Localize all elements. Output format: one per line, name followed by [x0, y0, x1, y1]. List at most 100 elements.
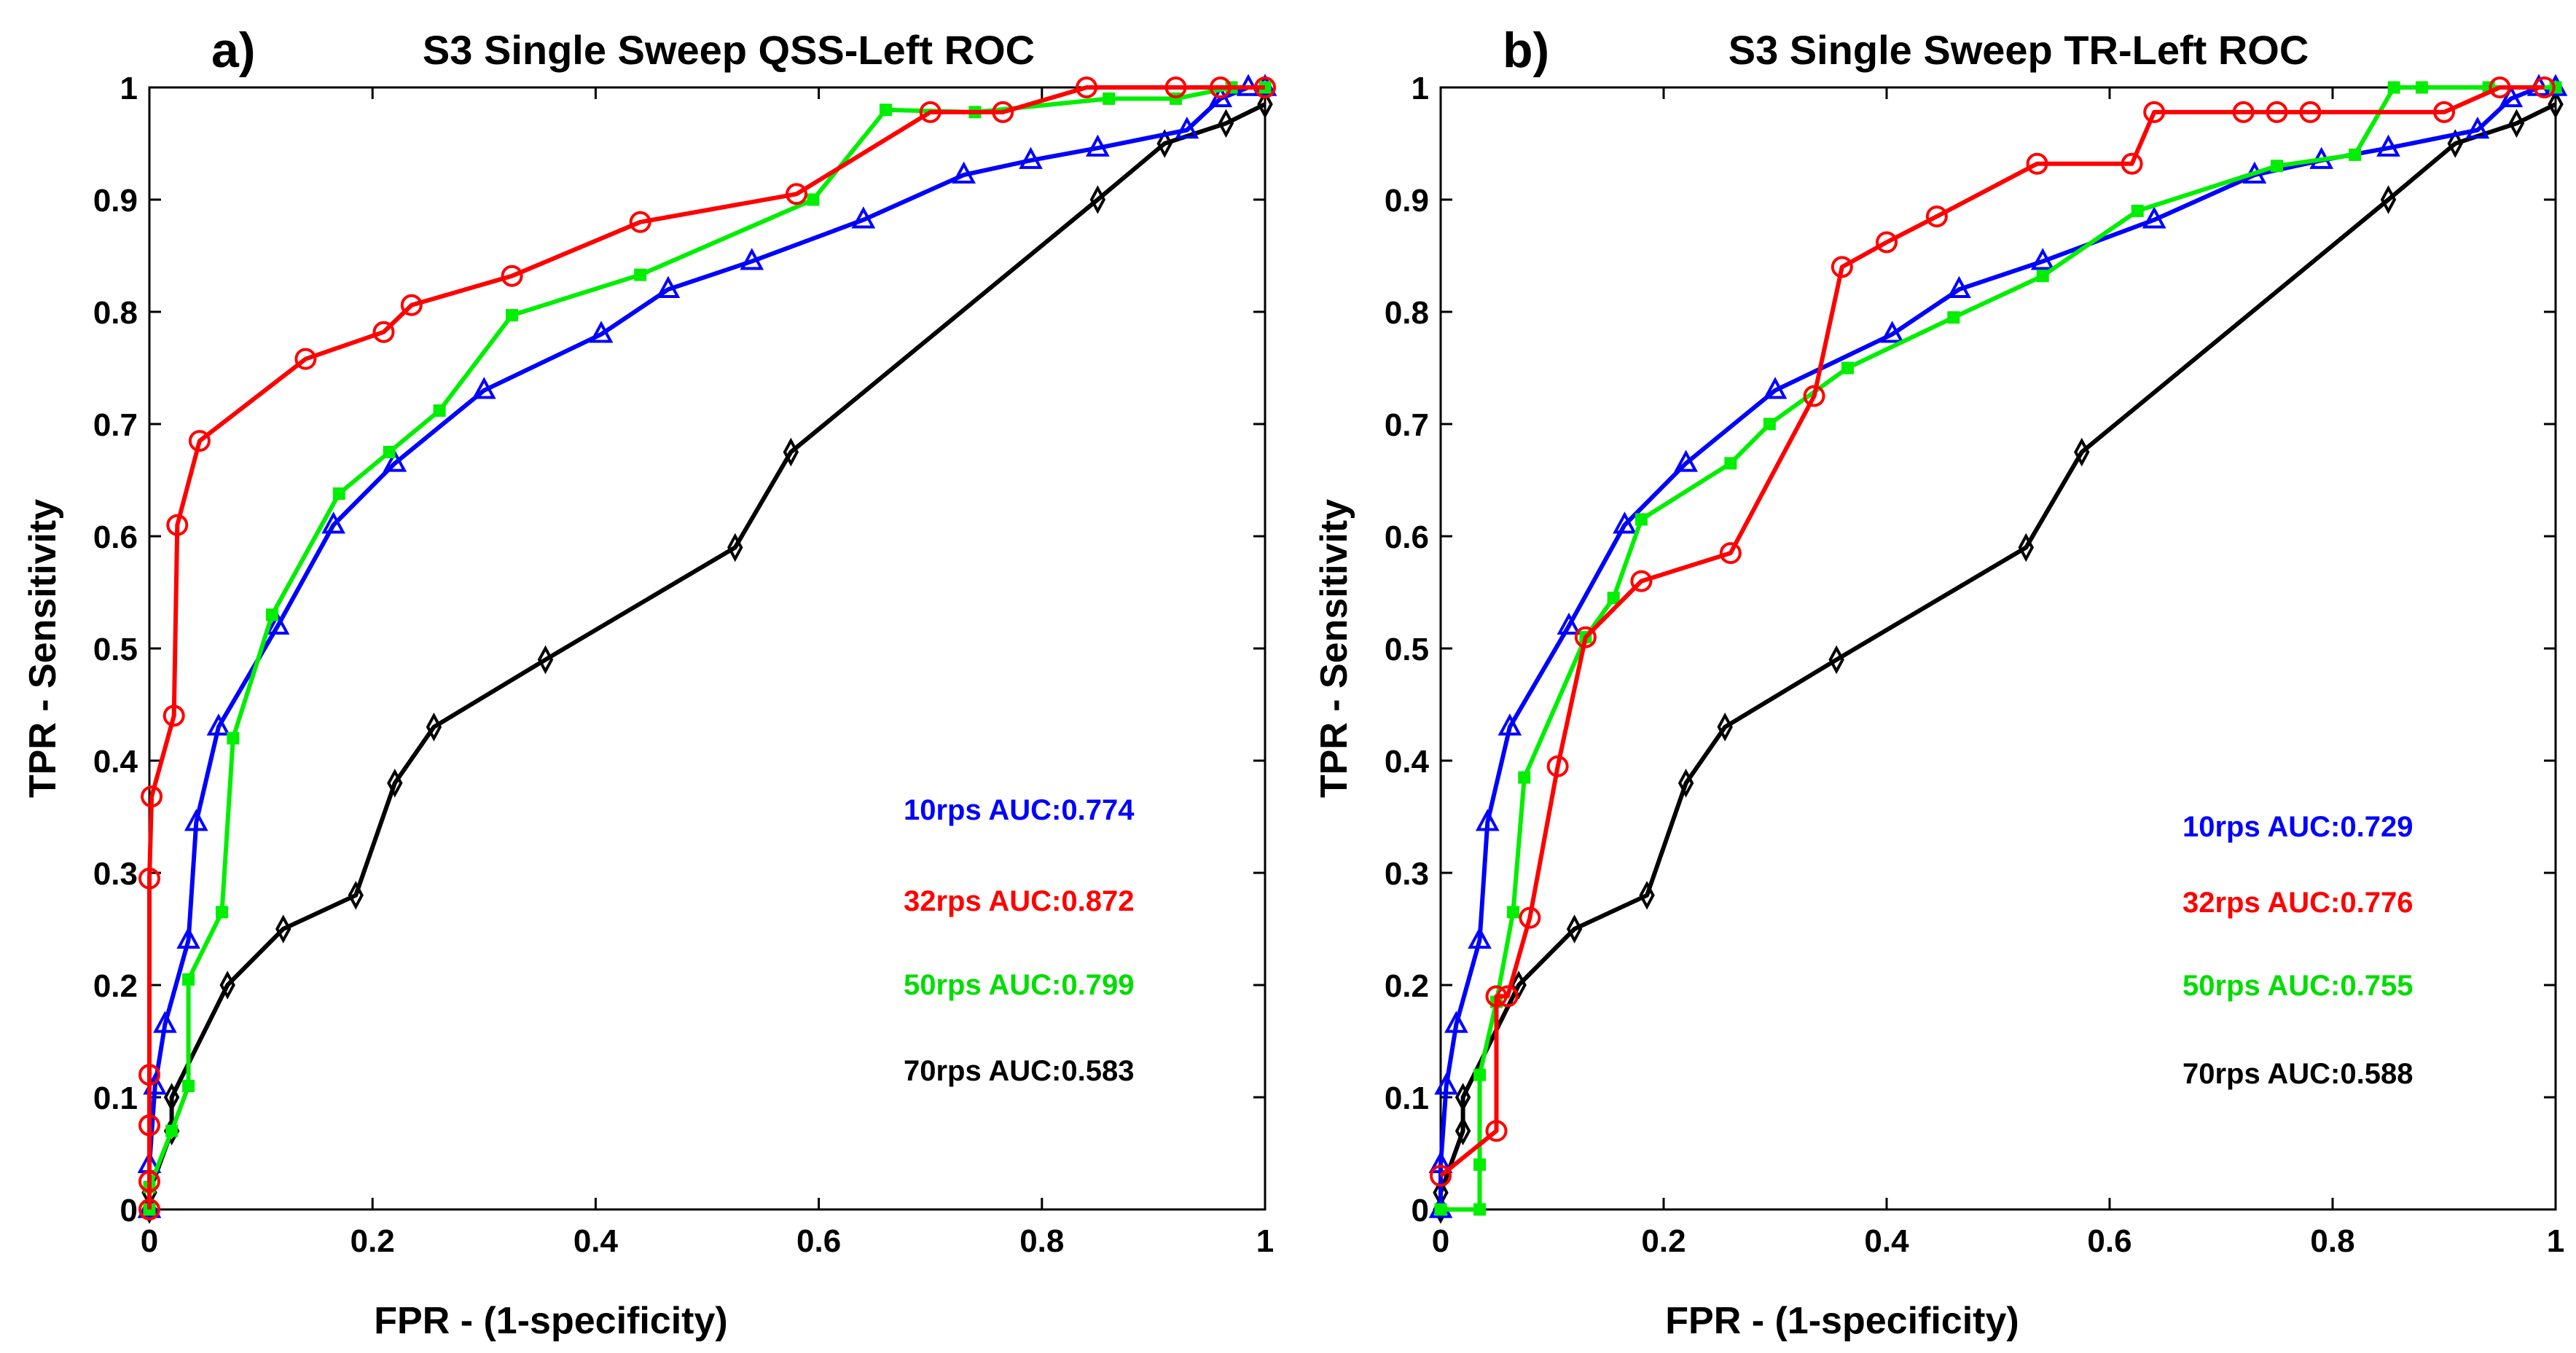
point-10rps: [952, 161, 976, 184]
y-tick-label: 1: [120, 71, 138, 106]
point-32rps: [2266, 101, 2288, 123]
x-tick-label: 1: [2547, 1223, 2564, 1259]
point-50rps: [227, 732, 240, 745]
point-10rps: [1175, 117, 1199, 139]
y-tick-label: 0: [1412, 1193, 1429, 1228]
point-70rps: [348, 881, 364, 910]
point-50rps: [182, 973, 195, 986]
point-10rps: [2030, 248, 2055, 270]
y-tick-label: 0.4: [1385, 744, 1430, 780]
point-70rps: [426, 713, 442, 742]
point-10rps: [1475, 809, 1500, 831]
point-50rps: [807, 193, 820, 206]
series-50rps-b: [1434, 81, 2562, 1216]
series-70rps-a: [141, 90, 1273, 1224]
point-70rps: [783, 437, 799, 467]
point-32rps: [1831, 256, 1853, 278]
x-axis-label-b: FPR - (1-specificity): [1665, 1300, 2019, 1342]
plot-area-b: 0 0.1 0.2 0.3 0.4 0.5 0.6 0.7 0.8 0.9 1 0 0.2 0.4 0.6 0…: [1385, 71, 2568, 1259]
y-tick-label: 0.3: [93, 856, 138, 892]
point-32rps: [138, 1064, 160, 1086]
axes-box-b: [1439, 86, 2557, 1211]
auc-annotation: 50rps AUC:0.799: [904, 969, 1134, 1001]
y-tick-label: 0.6: [1385, 519, 1429, 555]
point-10rps: [1428, 1150, 1453, 1174]
auc-annotation: 70rps AUC:0.588: [2182, 1058, 2413, 1090]
point-50rps: [1607, 592, 1620, 605]
point-10rps: [2376, 134, 2400, 157]
x-tick-label: 0: [141, 1223, 158, 1259]
point-10rps: [851, 206, 876, 229]
point-50rps: [216, 906, 229, 919]
point-10rps: [1468, 926, 1492, 949]
y-tick-label: 0.4: [93, 744, 138, 780]
y-tick-label: 0.8: [93, 295, 138, 331]
axes-box-a: [148, 86, 1267, 1211]
panel-label-a: a): [211, 23, 255, 78]
point-50rps: [265, 608, 278, 621]
point-10rps: [1613, 511, 1637, 534]
auc-annotation: 70rps AUC:0.583: [904, 1055, 1134, 1087]
series-line-10rps: [1438, 85, 2556, 1209]
point-50rps: [1473, 1068, 1487, 1081]
point-10rps: [1947, 275, 1971, 298]
point-32rps: [163, 705, 185, 727]
point-70rps: [1566, 914, 1583, 944]
plot-area-a: 0 0.1 0.2 0.3 0.4 0.5 0.6 0.7 0.8 0.9 1 0 0.2 0.4 0.6 0…: [93, 71, 1277, 1259]
point-10rps: [1444, 1011, 1468, 1033]
point-50rps: [2131, 204, 2144, 217]
series-line-70rps: [1438, 102, 2557, 1209]
point-70rps: [163, 1083, 180, 1112]
y-tick-label: 0.9: [93, 183, 138, 219]
point-10rps: [2465, 117, 2490, 139]
point-32rps: [1076, 77, 1098, 98]
point-50rps: [634, 268, 647, 281]
point-10rps: [589, 321, 614, 343]
point-50rps: [2415, 81, 2428, 94]
x-tick-label: 0.4: [573, 1223, 619, 1259]
point-10rps: [2499, 85, 2524, 108]
y-tick-label: 0.1: [1385, 1081, 1429, 1116]
series-line-32rps: [147, 85, 1265, 1209]
y-tick-label: 1: [1412, 71, 1429, 106]
point-70rps: [1717, 713, 1733, 742]
x-tick-label: 0.2: [351, 1223, 395, 1259]
y-tick-label: 0.9: [1385, 183, 1429, 219]
point-10rps: [1434, 1072, 1459, 1095]
point-32rps: [138, 1170, 160, 1193]
point-70rps: [1455, 1083, 1471, 1112]
point-50rps: [506, 309, 519, 322]
x-tick-label: 1: [1256, 1223, 1274, 1259]
point-32rps: [1164, 77, 1187, 98]
point-32rps: [138, 1199, 160, 1220]
point-70rps: [2447, 129, 2464, 158]
point-32rps: [501, 264, 523, 287]
chart-title-a: S3 Single Sweep QSS-Left ROC: [423, 27, 1035, 73]
y-tick-label: 0.5: [1385, 632, 1429, 667]
point-32rps: [2489, 77, 2511, 98]
x-tick-label: 0.6: [2087, 1223, 2131, 1259]
point-50rps: [165, 1124, 179, 1137]
chart-panel-b: b) S3 Single Sweep TR-Left ROC TPR - Sen…: [1313, 23, 2568, 1342]
point-70rps: [1089, 185, 1106, 214]
series-line-32rps: [1439, 85, 2545, 1178]
point-70rps: [1156, 129, 1172, 158]
point-70rps: [275, 914, 291, 944]
point-32rps: [1254, 77, 1276, 98]
point-32rps: [2143, 101, 2166, 123]
point-70rps: [1455, 1116, 1471, 1145]
point-70rps: [2548, 90, 2564, 119]
point-10rps: [1763, 377, 1788, 399]
point-50rps: [1473, 1158, 1487, 1171]
point-70rps: [219, 970, 235, 1000]
point-50rps: [433, 404, 446, 417]
point-50rps: [1635, 513, 1648, 526]
point-32rps: [188, 430, 211, 452]
point-32rps: [1519, 906, 1541, 929]
point-50rps: [879, 103, 892, 117]
point-32rps: [1209, 77, 1232, 98]
point-32rps: [992, 101, 1014, 123]
point-70rps: [1511, 970, 1527, 1000]
point-32rps: [141, 785, 163, 808]
